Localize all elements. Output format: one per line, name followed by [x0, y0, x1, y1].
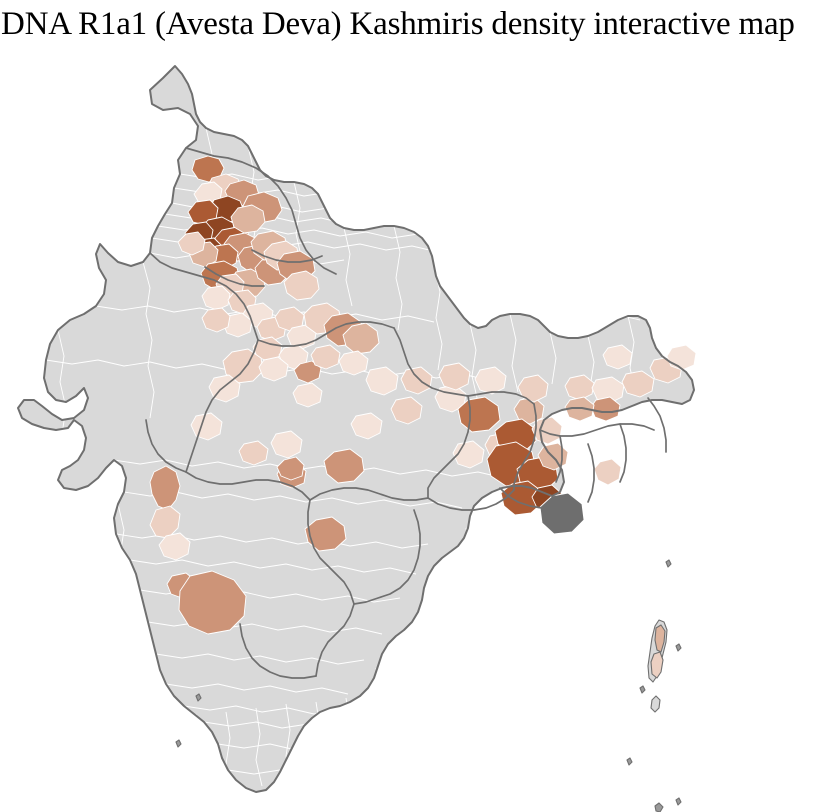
region-up-lucknow[interactable]	[365, 366, 399, 396]
region-mp-gwalior[interactable]	[292, 382, 323, 408]
region-punjab-firozpur[interactable]	[201, 307, 231, 333]
state-borders	[145, 147, 667, 679]
islet-b[interactable]	[675, 643, 682, 652]
region-gujarat-ahmedabad[interactable]	[149, 465, 181, 511]
region-rajasthan-jaipur[interactable]	[222, 348, 264, 384]
region-up-bareilly[interactable]	[338, 350, 369, 376]
page-title: DNA R1a1 (Avesta Deva) Kashmiris density…	[1, 6, 795, 42]
kashmir-hotspot-cluster[interactable]	[177, 155, 290, 299]
islet-e[interactable]	[654, 802, 664, 812]
region-bihar-muzaffarpur[interactable]	[438, 362, 471, 391]
region-maharashtra-pune[interactable]	[178, 570, 247, 635]
region-wb-nadia[interactable]	[531, 416, 563, 445]
region-assam-jorhat[interactable]	[621, 370, 655, 398]
islet-c[interactable]	[639, 685, 646, 694]
region-mp-jabalpur[interactable]	[323, 448, 365, 484]
northwest-belt-cluster[interactable]	[201, 230, 380, 384]
region-wb-malda[interactable]	[517, 374, 549, 403]
nicobar-base[interactable]	[650, 695, 661, 713]
western-scatter-cluster[interactable]	[149, 456, 347, 635]
region-assam-dhubri[interactable]	[564, 374, 595, 401]
region-mp-bhopal[interactable]	[270, 430, 303, 459]
region-up-meerut[interactable]	[310, 344, 341, 370]
region-up-varanasi[interactable]	[390, 396, 423, 425]
region-uttarakhand-pithoragarh[interactable]	[342, 322, 380, 355]
region-bihar-gaya[interactable]	[457, 396, 501, 433]
region-rajasthan-alwar[interactable]	[258, 356, 289, 382]
region-punjab-amritsar[interactable]	[201, 285, 231, 311]
region-jk-poonch[interactable]	[177, 231, 206, 256]
region-arunachal-west[interactable]	[602, 344, 633, 370]
country-outline-group	[17, 65, 695, 793]
islet-a[interactable]	[665, 559, 672, 568]
region-mp-indore[interactable]	[238, 440, 269, 466]
region-jk-doda[interactable]	[230, 204, 266, 234]
india-choropleth-svg[interactable]	[0, 48, 834, 812]
region-maharashtra-amravati[interactable]	[304, 516, 347, 552]
region-andaman-north[interactable]	[654, 624, 666, 653]
region-gujarat-surat[interactable]	[158, 532, 191, 561]
region-gujarat-bharuch[interactable]	[149, 505, 181, 539]
region-andaman-south[interactable]	[650, 651, 664, 679]
region-assam-nagaon[interactable]	[591, 376, 625, 404]
region-bihar-purnia[interactable]	[474, 366, 507, 395]
lakshadweep-a[interactable]	[175, 739, 182, 748]
lakshadweep-b[interactable]	[195, 693, 202, 702]
region-mp-rewa[interactable]	[350, 412, 383, 440]
andaman-tint-cluster[interactable]	[650, 624, 666, 679]
islet-d[interactable]	[626, 757, 633, 766]
region-jharkhand-ranchi[interactable]	[452, 440, 485, 469]
region-hp-shimla[interactable]	[283, 270, 320, 301]
map-canvas[interactable]	[0, 48, 834, 812]
region-wb-24parganas[interactable]	[539, 492, 585, 535]
islet-f[interactable]	[675, 797, 682, 806]
region-up-gorakhpur[interactable]	[400, 366, 433, 395]
region-maharashtra-aurangabad[interactable]	[276, 456, 305, 481]
